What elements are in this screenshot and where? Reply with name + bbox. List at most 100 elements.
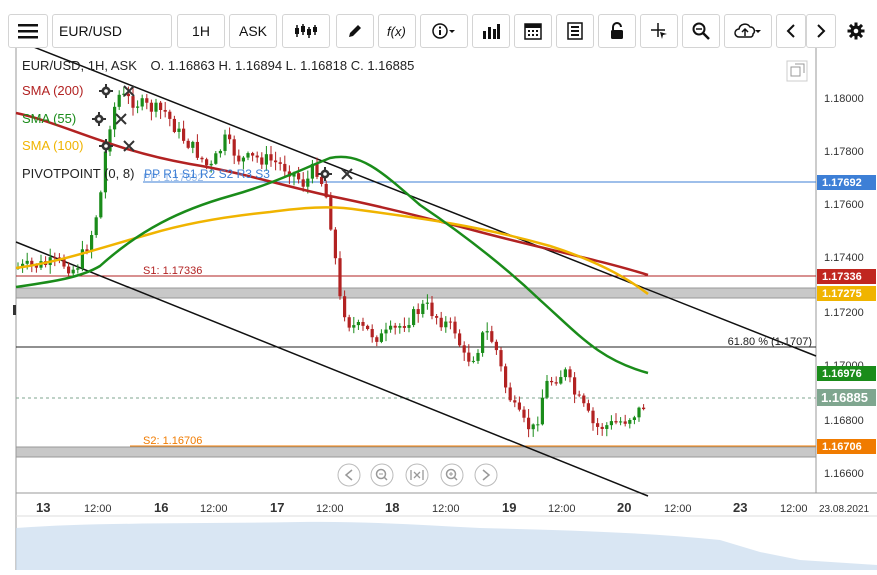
candle-body	[34, 264, 38, 268]
y-tick: 1.16600	[824, 468, 864, 480]
channel-lower-line[interactable]	[15, 241, 649, 497]
crosshair-button[interactable]	[640, 14, 678, 48]
candles-group	[16, 86, 646, 438]
gear-icon[interactable]	[318, 167, 332, 181]
close-icon[interactable]	[114, 112, 128, 126]
candle-body	[177, 128, 181, 132]
y-tick: 1.18000	[824, 93, 864, 105]
candle-body	[67, 266, 71, 274]
x-tick: 12:00	[432, 503, 460, 515]
candle-body	[297, 173, 301, 180]
cloud-button[interactable]	[724, 14, 772, 48]
candle-body	[306, 178, 310, 187]
lock-button[interactable]	[598, 14, 636, 48]
candle-body	[71, 269, 75, 274]
candle-body	[131, 96, 135, 108]
zoom-out-icon[interactable]	[370, 463, 394, 487]
close-icon[interactable]	[122, 84, 136, 98]
candle-body	[283, 163, 287, 172]
zoom-in-icon[interactable]	[440, 463, 464, 487]
candle-body	[563, 369, 567, 378]
sma100-line[interactable]	[15, 206, 649, 295]
menu-button[interactable]	[8, 14, 48, 48]
symbol-input[interactable]: EUR/USD	[52, 14, 172, 48]
close-icon[interactable]	[122, 139, 136, 153]
candle-body	[57, 257, 61, 259]
price-chart[interactable]: PP: 1.17692 S1: 1.17336 S2: 1.16706 61.8…	[0, 39, 877, 570]
draw-button[interactable]	[336, 14, 374, 48]
candle-body	[458, 333, 462, 346]
candle-body	[375, 337, 379, 342]
candle-body	[499, 350, 503, 367]
candle-body	[508, 387, 512, 401]
candle-body	[172, 118, 176, 132]
x-tick: 12:00	[664, 503, 692, 515]
pivot-levels: PP R1 S1 R2 S2 R3 S3	[144, 167, 270, 181]
last-icon[interactable]	[474, 463, 498, 487]
close-icon[interactable]	[340, 167, 354, 181]
legend-sma100[interactable]: SMA (100)	[22, 138, 83, 153]
candle-body	[485, 331, 489, 333]
y-tick: 1.17400	[824, 252, 864, 264]
fit-icon[interactable]	[405, 463, 429, 487]
price-type-button[interactable]: ASK	[229, 14, 277, 48]
pp-ghost-label: PP: 1.17692	[143, 172, 204, 184]
document-icon	[567, 22, 583, 40]
candle-body	[246, 153, 250, 158]
sma55-line[interactable]	[15, 155, 649, 375]
chart-area[interactable]: PP: 1.17692 S1: 1.17336 S2: 1.16706 61.8…	[0, 39, 877, 570]
candle-body	[586, 403, 590, 411]
navigator-series[interactable]	[16, 521, 877, 570]
candle-body	[577, 394, 581, 396]
candle-body	[481, 332, 485, 353]
calendar-button[interactable]	[514, 14, 552, 48]
gear-icon[interactable]	[92, 112, 106, 126]
indicators-button[interactable]: f(x)	[378, 14, 416, 48]
gear-icon[interactable]	[99, 139, 113, 153]
candle-body	[241, 157, 245, 162]
candle-body	[402, 326, 406, 328]
support-band-upper	[15, 287, 817, 299]
chevron-right-icon	[817, 24, 826, 38]
candle-body	[200, 157, 204, 160]
legend-sma200[interactable]: SMA (200)	[22, 83, 83, 98]
first-icon[interactable]	[337, 463, 361, 487]
scroll-left-button[interactable]	[776, 14, 806, 48]
info-button[interactable]	[420, 14, 468, 48]
candle-body	[559, 377, 563, 384]
candle-body	[163, 110, 167, 112]
candle-body	[85, 249, 89, 252]
popout-icon[interactable]	[786, 60, 808, 82]
candle-body	[494, 341, 498, 351]
function-icon: f(x)	[387, 24, 406, 39]
x-axis: 13 12:00 16 12:00 17 12:00 18 12:00 19 1…	[36, 500, 869, 515]
legend-sma55[interactable]: SMA (55)	[22, 111, 76, 126]
lock-icon	[611, 22, 623, 39]
candle-body	[545, 380, 549, 398]
candle-body	[103, 151, 107, 193]
channel-upper-line[interactable]	[15, 39, 817, 357]
candle-body	[540, 397, 544, 425]
support-band-lower	[15, 446, 817, 458]
scroll-right-button[interactable]	[806, 14, 836, 48]
svg-text:f(x): f(x)	[387, 24, 406, 39]
chart-type-button[interactable]	[282, 14, 330, 48]
sma200-line[interactable]	[15, 111, 649, 277]
timeframe-button[interactable]: 1H	[177, 14, 225, 48]
x-tick: 17	[270, 500, 284, 515]
candle-body	[504, 366, 508, 388]
last-price-tag-text: 1.16885	[821, 390, 868, 405]
candle-body	[62, 257, 66, 267]
candle-body	[99, 192, 103, 218]
news-button[interactable]	[556, 14, 594, 48]
candle-body	[407, 325, 411, 328]
drag-handle[interactable]	[13, 305, 16, 315]
sma55-tag	[817, 366, 876, 381]
legend-pivot[interactable]: PIVOTPOINT (0, 8) PP R1 S1 R2 S2 R3 S3	[22, 166, 270, 181]
gear-icon[interactable]	[99, 84, 113, 98]
settings-button[interactable]	[840, 14, 872, 48]
zoom-button[interactable]	[682, 14, 720, 48]
bar-chart-button[interactable]	[472, 14, 510, 48]
x-tick: 12:00	[84, 503, 112, 515]
price-type-label: ASK	[238, 23, 267, 39]
